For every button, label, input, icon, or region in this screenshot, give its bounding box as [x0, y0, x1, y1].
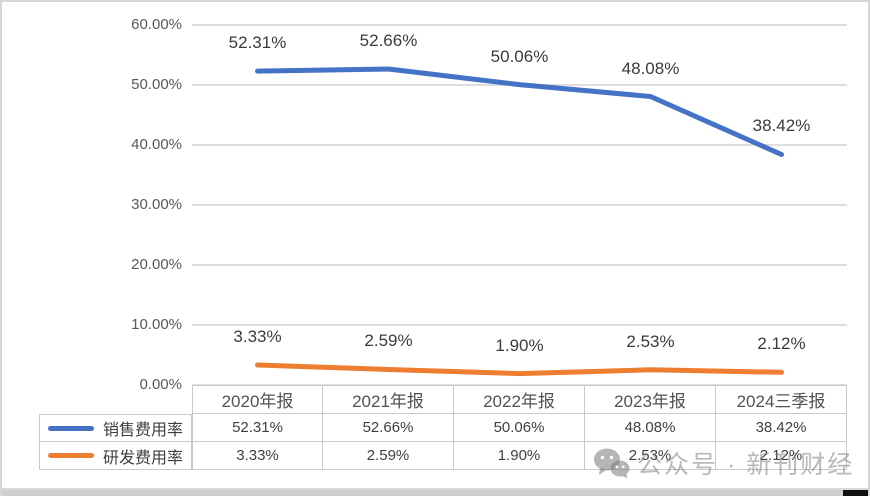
data-label: 52.66% — [359, 31, 418, 51]
progress-bar-track — [2, 490, 843, 496]
legend-swatch-研发费用率 — [47, 453, 94, 458]
y-tick-label: 20.00% — [131, 256, 182, 273]
progress-bar-end-cap — [843, 490, 868, 496]
chart-frame-bottom-border — [2, 488, 868, 490]
y-tick-label: 30.00% — [131, 196, 182, 213]
y-tick-label: 60.00% — [131, 16, 182, 33]
table-value-cell: 48.08% — [585, 414, 716, 442]
data-label: 48.08% — [621, 58, 680, 78]
series-line-研发费用率 — [255, 362, 784, 377]
y-tick-label: 40.00% — [131, 136, 182, 153]
legend-label: 销售费用率 — [102, 422, 183, 439]
table-header-cell: 2021年报 — [323, 385, 454, 414]
table-header-cell: 2022年报 — [454, 385, 585, 414]
y-tick-label: 0.00% — [139, 376, 182, 393]
data-label: 2.59% — [364, 331, 413, 351]
data-label: 38.42% — [752, 116, 811, 136]
gridline — [192, 84, 847, 86]
legend-label: 研发费用率 — [102, 449, 183, 467]
data-label: 3.33% — [233, 327, 282, 347]
y-tick-label: 10.00% — [131, 316, 182, 333]
data-label: 2.53% — [626, 331, 675, 351]
table-value-cell: 2.59% — [323, 442, 454, 470]
gridline — [192, 144, 847, 146]
table-value-cell: 2.53% — [585, 442, 716, 470]
legend-cell: 销售费用率 — [39, 414, 192, 442]
gridline — [192, 264, 847, 266]
table-value-cell: 2.12% — [716, 442, 847, 470]
gridline — [192, 204, 847, 206]
table-value-cell: 52.31% — [192, 414, 323, 442]
bottom-progress-bar[interactable] — [2, 490, 868, 496]
table-value-cell: 38.42% — [716, 414, 847, 442]
table-header-cell: 2020年报 — [192, 385, 323, 414]
table-value-cell: 3.33% — [192, 442, 323, 470]
table-header-cell: 2023年报 — [585, 385, 716, 414]
gridline — [192, 324, 847, 326]
table-value-cell: 52.66% — [323, 414, 454, 442]
series-line-销售费用率 — [255, 66, 784, 157]
data-label: 2.12% — [757, 334, 806, 354]
legend-swatch-销售费用率 — [47, 425, 94, 431]
gridline — [192, 24, 847, 26]
data-label: 52.31% — [228, 33, 287, 53]
table-value-cell: 50.06% — [454, 414, 585, 442]
table-value-cell: 1.90% — [454, 442, 585, 470]
data-label: 1.90% — [495, 335, 544, 355]
y-tick-label: 50.00% — [131, 76, 182, 93]
data-label: 50.06% — [490, 46, 549, 66]
table-header-cell: 2024三季报 — [716, 385, 847, 414]
legend-cell: 研发费用率 — [39, 442, 192, 470]
